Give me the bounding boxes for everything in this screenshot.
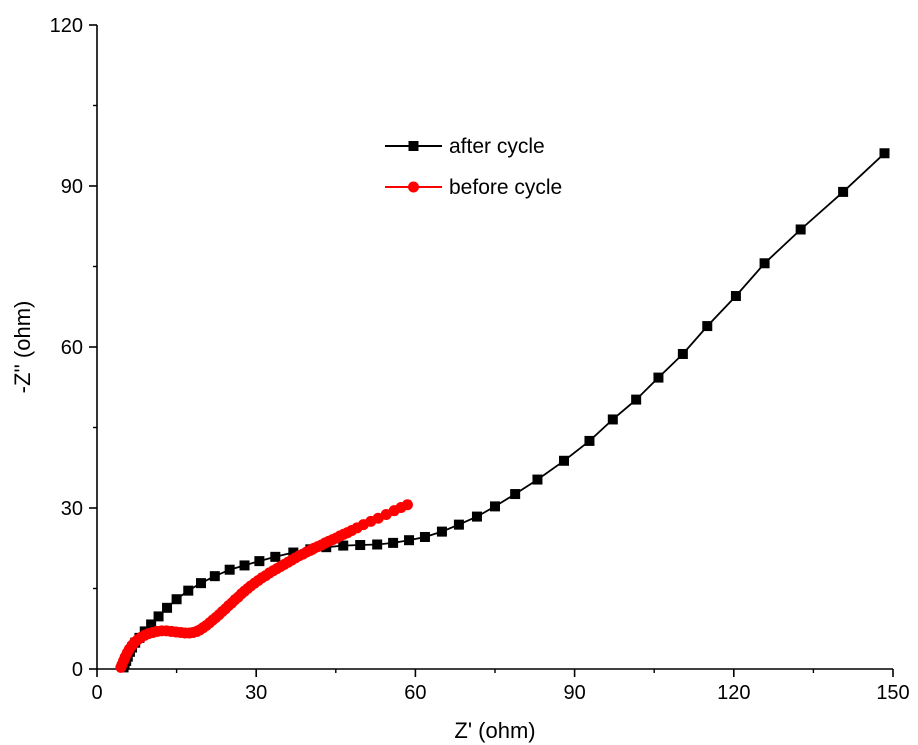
data-point: [288, 547, 299, 558]
data-point: [153, 611, 164, 622]
data-point: [401, 499, 413, 511]
data-point: [471, 511, 482, 522]
legend-marker-after-cycle: [408, 141, 419, 151]
data-point: [759, 258, 770, 269]
data-point: [239, 560, 250, 571]
y-tick-label: 60: [61, 337, 83, 359]
data-point: [209, 571, 220, 582]
x-axis-title: Z' (ohm): [454, 718, 535, 743]
data-point: [388, 537, 399, 548]
data-point: [702, 321, 713, 332]
data-point: [607, 414, 618, 425]
legend-label-after-cycle: after cycle: [449, 135, 545, 158]
data-point: [183, 585, 194, 596]
data-point: [510, 489, 521, 500]
legend-label-before-cycle: before cycle: [449, 176, 562, 199]
data-point: [162, 602, 173, 613]
x-tick-label: 0: [91, 682, 102, 704]
data-point: [372, 539, 383, 550]
x-tick-label: 90: [563, 682, 585, 704]
data-point: [453, 519, 464, 530]
data-point: [490, 501, 500, 512]
data-point: [795, 224, 806, 235]
legend: after cycle before cycle: [385, 135, 562, 199]
data-point: [558, 455, 569, 466]
data-point: [584, 435, 595, 446]
data-point: [532, 474, 543, 485]
data-point: [338, 540, 349, 551]
data-point: [730, 291, 741, 302]
data-point: [270, 551, 281, 562]
data-point: [436, 526, 447, 537]
data-point: [254, 556, 265, 567]
data-point: [653, 372, 664, 383]
data-point: [838, 186, 849, 197]
series-layer: [115, 148, 890, 673]
data-point: [419, 531, 430, 542]
data-point: [146, 619, 157, 630]
y-axis: 0 30 60 90 120: [50, 15, 97, 681]
data-point: [879, 148, 890, 159]
data-point: [404, 535, 415, 546]
data-point: [224, 564, 235, 575]
series-before-cycle: [115, 499, 413, 673]
legend-marker-before-cycle: [408, 181, 419, 193]
x-tick-label: 120: [717, 682, 750, 704]
y-tick-label: 90: [61, 176, 83, 198]
x-axis: 0 30 60 90 120 150: [91, 669, 910, 704]
x-tick-label: 60: [404, 682, 426, 704]
y-tick-label: 120: [50, 15, 83, 37]
data-point: [631, 394, 642, 405]
data-point: [196, 578, 207, 589]
data-point: [171, 594, 182, 605]
data-point: [355, 540, 366, 551]
x-tick-label: 150: [876, 682, 909, 704]
y-axis-title: -Z'' (ohm): [10, 301, 35, 394]
y-tick-label: 0: [72, 659, 83, 681]
data-point: [677, 348, 688, 359]
y-tick-label: 30: [61, 498, 83, 520]
x-tick-label: 30: [245, 682, 267, 704]
